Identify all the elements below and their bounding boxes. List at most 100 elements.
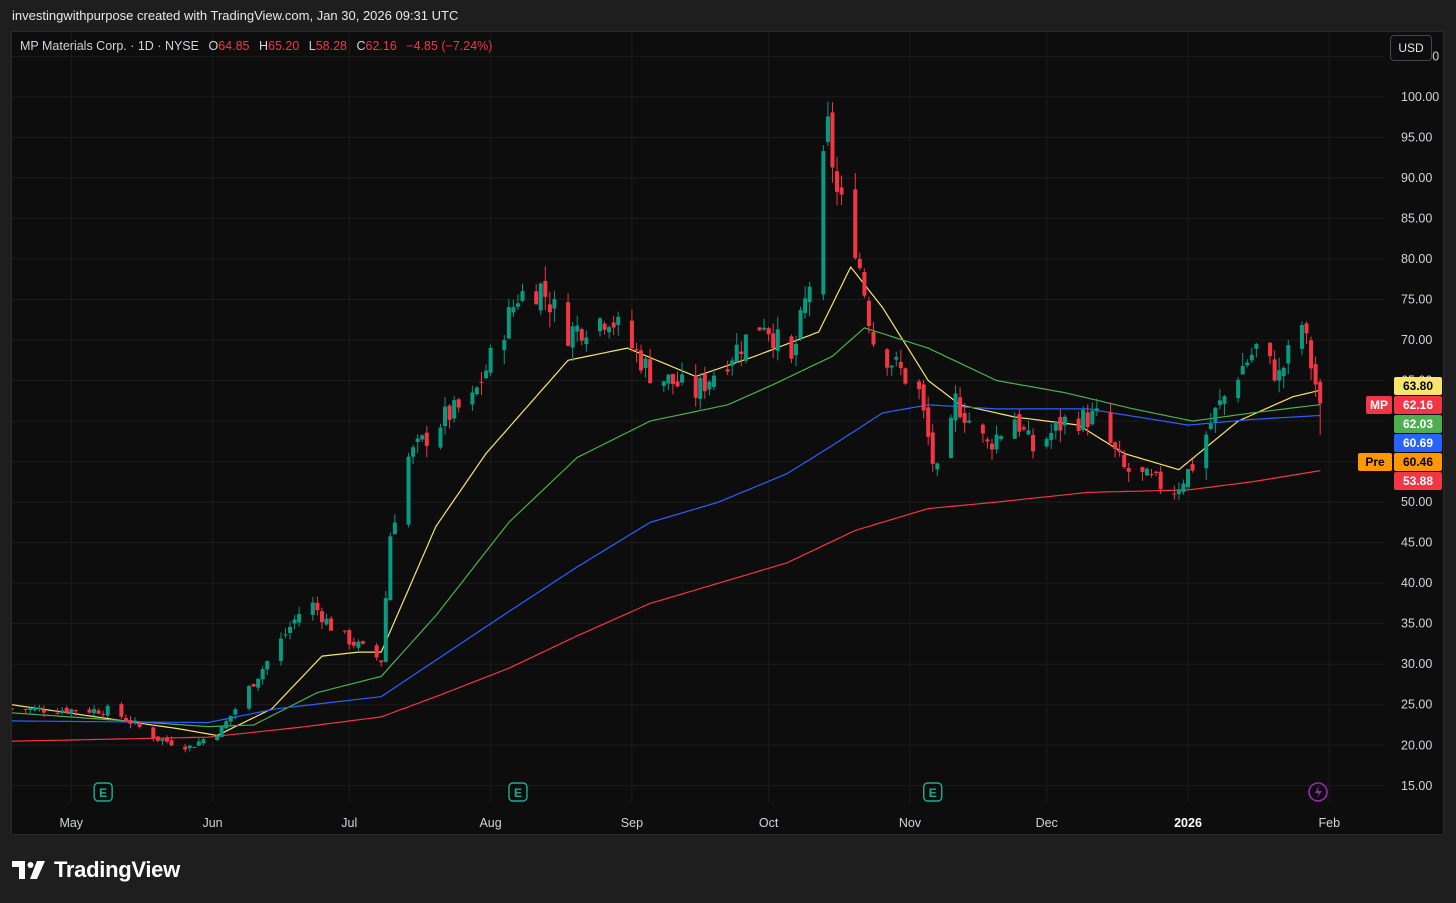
candle-body — [570, 326, 575, 348]
x-tick-label: Jul — [341, 816, 357, 830]
candle-body — [994, 434, 999, 450]
candle-body — [379, 660, 384, 663]
candle-body — [953, 393, 958, 421]
candle-body — [1012, 419, 1017, 439]
candle-body — [543, 280, 548, 297]
candle-body — [862, 272, 867, 296]
y-tick-label: 75.00 — [1401, 292, 1432, 306]
candle-body — [825, 116, 830, 142]
currency-button[interactable]: USD — [1390, 35, 1432, 61]
candle-body — [324, 618, 329, 625]
candle-body — [383, 598, 388, 662]
candle-body — [794, 343, 798, 356]
candle-body — [538, 283, 543, 311]
candle-body — [1313, 364, 1318, 385]
candle-body — [698, 378, 703, 399]
candle-body — [60, 710, 65, 714]
candle-body — [584, 337, 589, 345]
candle-body — [23, 708, 28, 710]
candle-body — [470, 392, 475, 405]
earnings-marker-label: E — [929, 786, 937, 800]
candle-body — [1021, 427, 1026, 430]
candle-body — [853, 189, 858, 258]
candle-body — [680, 374, 685, 383]
candle-body — [151, 727, 156, 739]
moving-average-line-4 — [12, 470, 1321, 742]
candle-body — [1154, 471, 1159, 474]
candle-body — [196, 741, 201, 746]
candle-body — [866, 300, 871, 327]
candle-body — [256, 678, 261, 688]
candle-body — [1249, 354, 1254, 361]
candle-body — [411, 447, 416, 457]
candle-body — [351, 641, 356, 646]
moving-average-line-2 — [12, 327, 1321, 728]
candle-body — [948, 417, 953, 458]
candle-body — [1126, 467, 1131, 472]
candle-body — [292, 619, 297, 624]
candle-body — [260, 668, 265, 680]
candle-body — [807, 286, 812, 303]
y-tick-label: 45.00 — [1401, 536, 1432, 550]
candle-body — [520, 291, 525, 301]
candle-body — [488, 347, 493, 373]
y-tick-label: 35.00 — [1401, 617, 1432, 631]
price-tag — [1394, 415, 1442, 433]
candle-body — [315, 602, 320, 611]
price-chart[interactable]: 15.00 20.00 25.00 30.00 35.00 40.00 45.00 50.00… — [12, 32, 1445, 836]
candle-body — [169, 740, 174, 746]
chart-frame[interactable]: 15.00 20.00 25.00 30.00 35.00 40.00 45.00 50.00… — [11, 31, 1444, 835]
ohlc-legend: MP Materials Corp. · 1D · NYSE O64.85 H6… — [20, 39, 492, 53]
candle-body — [1172, 493, 1177, 495]
candle-body — [228, 715, 233, 722]
y-tick-label: 100.00 — [1401, 90, 1439, 104]
candle-body — [447, 405, 452, 420]
candle-body — [1053, 422, 1058, 431]
tradingview-logo[interactable]: TradingView — [12, 855, 180, 885]
candle-body — [342, 630, 347, 632]
candle-body — [1254, 344, 1259, 349]
candle-body — [1140, 467, 1145, 473]
candle-body — [506, 307, 511, 339]
candle-body — [297, 614, 302, 623]
candle-body — [224, 721, 229, 729]
candle-body — [1236, 379, 1241, 399]
candle-body — [894, 357, 899, 360]
price-tag-label: Pre — [1365, 455, 1385, 469]
candle-body — [278, 638, 283, 662]
candle-body — [247, 686, 252, 709]
high-label: H — [258, 39, 268, 53]
candle-body — [265, 661, 270, 670]
candle-body — [41, 709, 46, 713]
candle-body — [1076, 418, 1081, 431]
candle-body — [1190, 464, 1195, 471]
candle-body — [424, 432, 429, 446]
high-value: 65.20 — [268, 39, 300, 53]
price-tag-value: 53.88 — [1403, 474, 1433, 488]
candle-body — [155, 736, 160, 741]
candle-body — [96, 710, 101, 714]
candle-body — [443, 406, 448, 427]
candle-body — [1186, 469, 1190, 488]
candle-body — [251, 684, 256, 687]
candle-body — [839, 187, 844, 195]
y-tick-label: 95.00 — [1401, 130, 1432, 144]
candle-body — [187, 745, 192, 749]
candle-body — [775, 329, 780, 351]
y-tick-label: 80.00 — [1401, 252, 1432, 266]
moving-average-line-1 — [12, 265, 1321, 737]
close-label: C — [356, 39, 366, 53]
y-tick-label: 90.00 — [1401, 171, 1432, 185]
candle-body — [766, 328, 771, 335]
candle-body — [670, 373, 675, 385]
change-value: −4.85 (−7.24%) — [406, 39, 493, 53]
candle-body — [347, 630, 352, 645]
earnings-marker — [93, 782, 113, 802]
candle-body — [1031, 434, 1036, 452]
candle-body — [456, 399, 461, 408]
candle-body — [967, 420, 972, 423]
price-tags: 63.80 62.16 MP 62.03 60.69 60.46 Pre 53.88 — [1358, 377, 1442, 490]
candle-body — [1144, 468, 1149, 476]
axes: 15.00 20.00 25.00 30.00 35.00 40.00 45.00 50.00… — [59, 49, 1439, 830]
candle-body — [1026, 430, 1031, 435]
